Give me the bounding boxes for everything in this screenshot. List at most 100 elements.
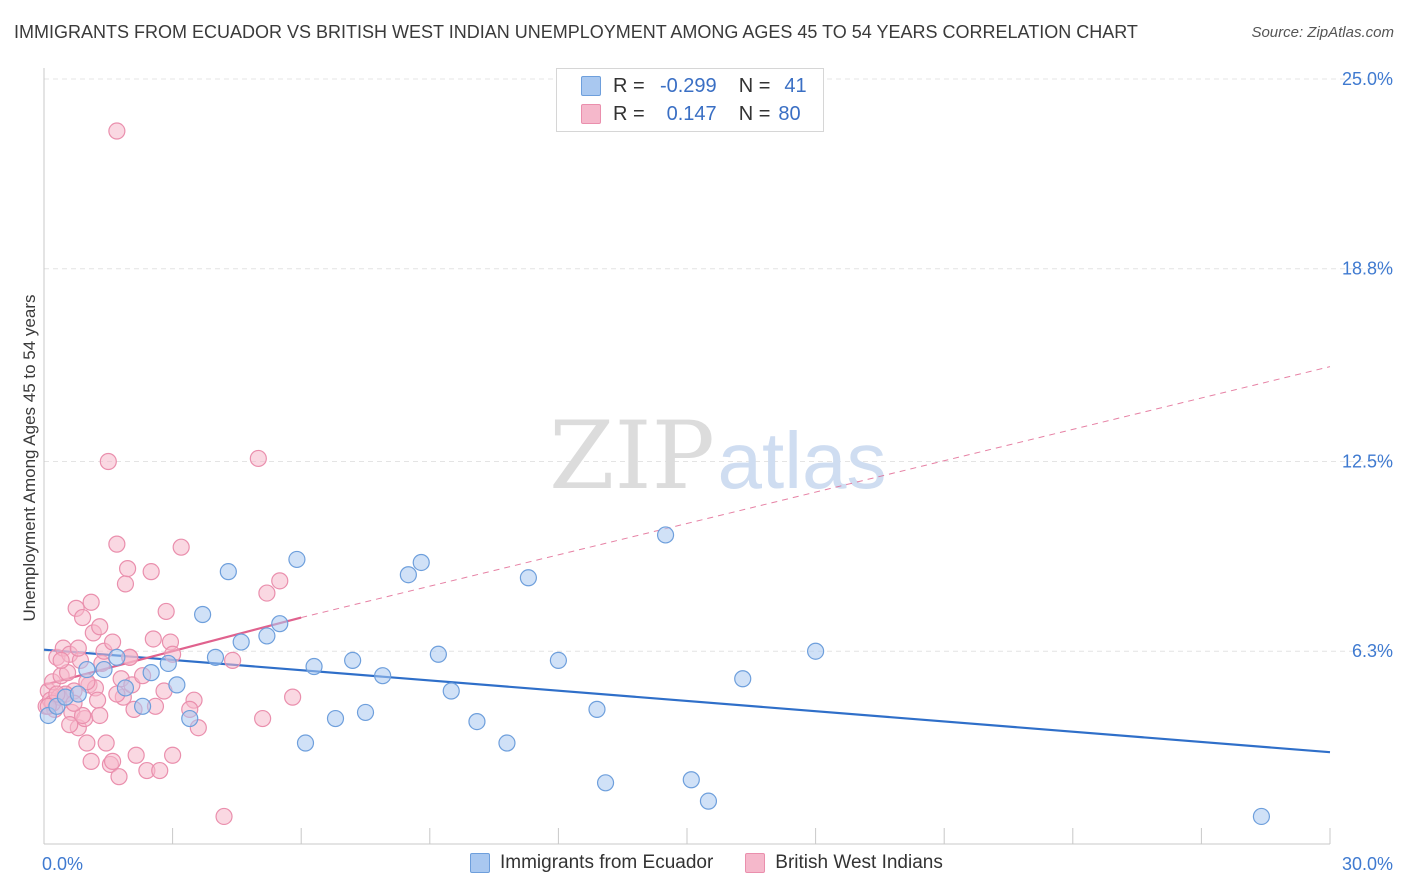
data-point-pink (271, 572, 289, 590)
gridlines (44, 78, 1394, 652)
data-point-blue (412, 553, 430, 572)
data-point-blue (142, 664, 160, 682)
data-point-blue (344, 651, 362, 670)
data-point-pink (69, 639, 87, 657)
data-point-pink (99, 452, 117, 471)
trend-line-blue (43, 648, 1331, 754)
data-point-pink (118, 559, 137, 578)
data-point-blue (133, 697, 152, 715)
data-point-pink (73, 608, 92, 627)
data-point-blue (429, 645, 447, 663)
data-point-blue (588, 700, 606, 718)
legend-r-value: -0.299 (659, 74, 717, 97)
legend-label-ecuador: Immigrants from Ecuador (500, 852, 714, 873)
source-label: Source: ZipAtlas.com (1251, 24, 1394, 41)
data-point-blue (116, 679, 135, 697)
data-point-blue (232, 633, 250, 651)
data-point-blue (159, 654, 177, 673)
y-tick-label: 25.0% (1342, 69, 1393, 89)
data-point-pink (61, 716, 79, 734)
data-point-pink (73, 706, 92, 725)
legend-swatch-blue (581, 76, 601, 96)
data-point-blue (699, 792, 718, 810)
data-point-blue (656, 526, 675, 544)
data-point-pink (127, 746, 145, 764)
data-point-pink (258, 584, 276, 602)
series-legend: Immigrants from Ecuador British West Ind… (470, 852, 975, 874)
correlation-legend: R = -0.299 N = 41 R = 0.147 N = 80 (556, 68, 824, 132)
data-point-pink (110, 768, 128, 786)
legend-swatch-pink (581, 104, 601, 124)
legend-label-bwi: British West Indians (775, 852, 943, 873)
data-point-blue (734, 670, 752, 688)
y-tick-label: 6.3% (1352, 641, 1393, 661)
data-point-blue (181, 709, 199, 728)
legend-item-ecuador: Immigrants from Ecuador (470, 852, 713, 874)
legend-item-bwi: British West Indians (745, 852, 943, 874)
legend-swatch-blue (470, 853, 490, 873)
data-point-blue (596, 774, 615, 792)
legend-r-value: 0.147 (666, 102, 717, 125)
legend-swatch-pink (745, 853, 766, 873)
data-point-pink (82, 752, 100, 770)
trend-extension-pink (301, 366, 1331, 619)
data-point-blue (399, 566, 417, 584)
data-point-blue (296, 734, 315, 752)
data-point-blue (69, 685, 87, 703)
data-point-pink (116, 575, 135, 593)
legend-n-label: N = (738, 74, 771, 97)
data-point-blue (194, 605, 212, 624)
data-point-pink (91, 618, 109, 636)
data-point-pink (88, 691, 107, 709)
data-point-blue (258, 627, 276, 645)
data-point-pink (144, 630, 162, 648)
data-point-pink (52, 651, 70, 670)
data-point-blue (498, 734, 516, 752)
data-point-pink (164, 746, 182, 764)
legend-row-bwi: R = 0.147 N = 80 (581, 101, 801, 127)
legend-row-ecuador: R = -0.299 N = 41 (581, 73, 807, 99)
y-tick-label: 18.8% (1342, 259, 1393, 279)
data-point-blue (1252, 807, 1271, 826)
data-point-pink (224, 651, 242, 670)
data-point-blue (519, 569, 537, 587)
x-tick-label: 30.0% (1342, 854, 1393, 874)
data-point-blue (682, 771, 700, 789)
data-point-pink (108, 122, 126, 140)
watermark: ZIP atlas (549, 402, 886, 511)
legend-n-value: 80 (778, 102, 801, 125)
data-point-pink (97, 734, 115, 752)
legend-r-label: R = (613, 74, 645, 97)
data-point-pink (172, 538, 190, 556)
legend-r-label: R = (613, 102, 645, 125)
chart-title: IMMIGRANTS FROM ECUADOR VS BRITISH WEST … (14, 22, 1138, 42)
data-point-pink (249, 449, 267, 468)
data-point-blue (305, 657, 323, 676)
legend-n-label: N = (738, 102, 771, 125)
data-point-blue (271, 615, 289, 633)
data-point-blue (468, 712, 486, 731)
watermark-atlas: atlas (718, 416, 887, 505)
data-point-blue (168, 676, 186, 694)
data-point-blue (206, 648, 225, 666)
data-point-pink (108, 535, 126, 553)
data-point-pink (82, 593, 100, 611)
data-point-blue (374, 667, 392, 685)
data-point-pink (103, 633, 122, 651)
data-point-blue (356, 703, 375, 722)
tick-labels: 6.3% 12.5% 18.8% 25.0% 0.0% 30.0% (42, 69, 1393, 874)
data-point-pink (142, 563, 160, 581)
data-points (37, 122, 1271, 826)
legend-n-value: 41 (784, 74, 807, 97)
data-point-blue (95, 660, 113, 679)
data-point-pink (78, 734, 96, 752)
data-point-pink (151, 761, 169, 780)
data-point-pink (254, 709, 272, 728)
data-point-pink (157, 602, 175, 621)
data-point-pink (215, 807, 233, 826)
data-point-blue (549, 651, 568, 670)
data-point-pink (103, 752, 122, 770)
data-point-blue (442, 682, 460, 700)
watermark-zip: ZIP (549, 402, 715, 511)
